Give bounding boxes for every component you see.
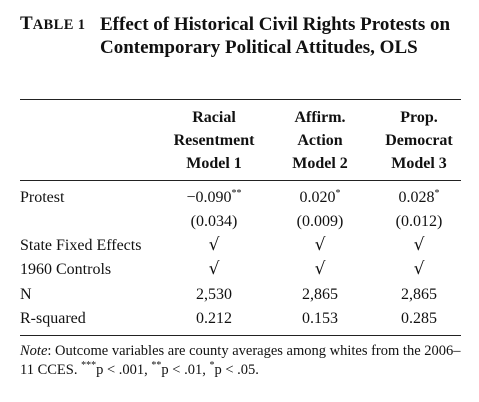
column-header-line: Prop. <box>400 109 438 126</box>
cell-protest-model-1: −0.090** <box>172 189 256 207</box>
check-icon: √ <box>413 235 425 255</box>
cell-value: −0.090 <box>186 189 232 206</box>
cell-se-model-2: (0.009) <box>296 213 344 230</box>
header-rule <box>20 180 461 181</box>
column-header-line: Action <box>297 132 343 149</box>
column-header-line: Affirm. <box>294 109 346 126</box>
note-text: : Outcome variables are county averages … <box>20 343 461 378</box>
cell-r2-model-1: 0.212 <box>196 310 232 327</box>
cell-r2-model-2: 0.153 <box>302 310 338 327</box>
cell-value: 0.020 <box>299 189 336 206</box>
top-rule <box>20 99 461 100</box>
cell-se-model-1: (0.034) <box>190 213 238 230</box>
column-header-line: Racial <box>192 109 236 126</box>
cell-protest-model-3: 0.028* <box>376 189 462 207</box>
cell-r2-model-3: 0.285 <box>401 310 437 327</box>
cell-n-model-3: 2,865 <box>401 286 437 303</box>
column-header-model-2: Affirm. Action Model 2 <box>278 106 362 175</box>
cell-value: 0.028 <box>398 189 435 206</box>
significance-stars: * <box>209 360 215 371</box>
row-label-n: N <box>20 286 32 303</box>
column-header-line: Resentment <box>173 132 255 149</box>
note-sig-text: p < .001, <box>96 362 152 378</box>
check-icon: √ <box>314 259 326 279</box>
significance-stars: ** <box>151 360 162 371</box>
cell-protest-model-2: 0.020* <box>283 189 357 207</box>
table-label-cap: T <box>20 13 33 34</box>
table-caption: TABLE 1 Effect of Historical Civil Right… <box>20 13 470 59</box>
table-label: TABLE 1 <box>20 13 85 35</box>
note-label: Note <box>20 343 48 359</box>
note-sig-text: p < .05. <box>214 362 259 378</box>
column-header-model-1: Racial Resentment Model 1 <box>160 106 268 175</box>
cell-n-model-2: 2,865 <box>302 286 338 303</box>
check-icon: √ <box>314 235 326 255</box>
row-label-r-squared: R-squared <box>20 310 86 327</box>
row-label-state-fixed-effects: State Fixed Effects <box>20 237 142 254</box>
column-header-line: Model 1 <box>186 155 242 172</box>
cell-se-model-3: (0.012) <box>395 213 443 230</box>
check-icon: √ <box>413 259 425 279</box>
significance-stars: ** <box>231 188 242 199</box>
bottom-rule <box>20 335 461 336</box>
table-note: Note: Outcome variables are county avera… <box>20 342 470 380</box>
row-label-protest: Protest <box>20 189 65 206</box>
check-icon: √ <box>208 259 220 279</box>
note-sig-text: p < .01, <box>161 362 210 378</box>
significance-stars: *** <box>81 360 97 371</box>
column-header-line: Model 3 <box>391 155 447 172</box>
cell-n-model-1: 2,530 <box>196 286 232 303</box>
column-header-line: Model 2 <box>292 155 348 172</box>
column-header-line: Democrat <box>385 132 453 149</box>
table-label-rest: ABLE 1 <box>32 17 86 33</box>
significance-stars: * <box>434 188 440 199</box>
column-header-model-3: Prop. Democrat Model 3 <box>372 106 466 175</box>
row-label-1960-controls: 1960 Controls <box>20 261 112 278</box>
significance-stars: * <box>335 188 341 199</box>
check-icon: √ <box>208 235 220 255</box>
table-title: Effect of Historical Civil Rights Protes… <box>100 14 451 58</box>
